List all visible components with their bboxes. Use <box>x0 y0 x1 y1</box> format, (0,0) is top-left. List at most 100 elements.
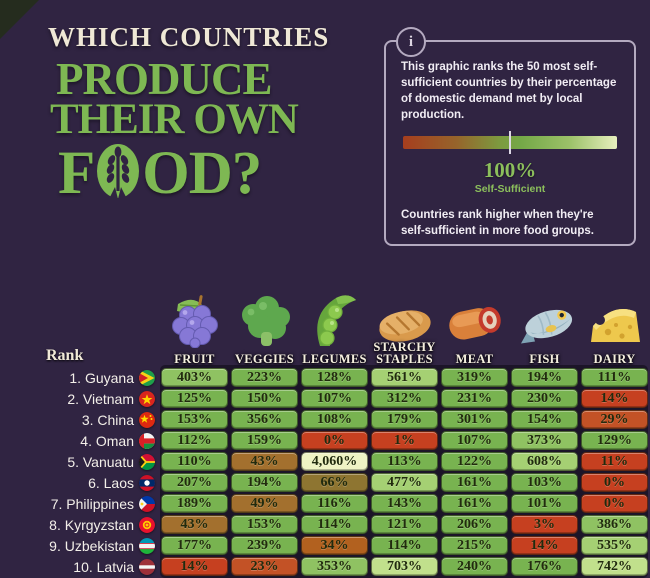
table-row-uzbekistan: 9. Uzbekistan 177% 239% 34% 114% 215% 14% 535% <box>30 536 648 555</box>
flag-oman-icon <box>139 432 155 449</box>
value-cell: 107% <box>441 431 508 450</box>
country-name: 2. Vietnam <box>67 390 134 407</box>
value-cell: 206% <box>441 515 508 534</box>
column-label: FISH <box>529 352 560 367</box>
flag-guyana-icon <box>139 369 155 386</box>
column-label: MEAT <box>455 352 494 367</box>
bread-icon <box>375 296 435 353</box>
value-cell: 4,060% <box>301 452 368 471</box>
country-name: 6. Laos <box>88 474 134 491</box>
value-cell: 108% <box>301 410 368 429</box>
column-header-fish: FISH <box>511 288 578 366</box>
column-header-legumes: LEGUMES <box>301 288 368 366</box>
country-label: 5. Vanuatu <box>30 452 158 471</box>
value-cell: 29% <box>581 410 648 429</box>
value-cell: 353% <box>301 557 368 576</box>
table-row-vietnam: 2. Vietnam 125% 150% 107% 312% 231% 230% 14% <box>30 389 648 408</box>
table-row-guyana: 1. Guyana 403% 223% 128% 561% 319% 194% 111% <box>30 368 648 387</box>
info-icon: i <box>396 27 426 57</box>
value-cell: 113% <box>371 452 438 471</box>
value-cell: 101% <box>511 494 578 513</box>
value-cell: 114% <box>371 536 438 555</box>
value-cell: 194% <box>231 473 298 492</box>
column-label: STARCHY STAPLES <box>373 339 436 367</box>
flag-latvia-icon <box>139 558 155 575</box>
country-name: 3. China <box>81 411 134 428</box>
info-box: i This graphic ranks the 50 most self-su… <box>384 27 636 246</box>
value-cell: 161% <box>441 473 508 492</box>
value-cell: 112% <box>161 431 228 450</box>
value-cell: 319% <box>441 368 508 387</box>
value-cell: 373% <box>511 431 578 450</box>
value-cell: 0% <box>581 473 648 492</box>
value-cell: 312% <box>371 389 438 408</box>
value-cell: 194% <box>511 368 578 387</box>
value-cell: 129% <box>581 431 648 450</box>
country-label: 4. Oman <box>30 431 158 450</box>
table-row-vanuatu: 5. Vanuatu 110% 43% 4,060% 113% 122% 608% 11% <box>30 452 648 471</box>
value-cell: 122% <box>441 452 508 471</box>
country-label: 10. Latvia <box>30 557 158 576</box>
value-cell: 49% <box>231 494 298 513</box>
value-cell: 110% <box>161 452 228 471</box>
flag-philippines-icon <box>139 495 155 512</box>
value-cell: 231% <box>441 389 508 408</box>
country-label: 3. China <box>30 410 158 429</box>
column-label: FRUIT <box>174 352 215 367</box>
column-label: LEGUMES <box>302 352 367 367</box>
country-name: 8. Kyrgyzstan <box>49 516 134 533</box>
value-cell: 14% <box>581 389 648 408</box>
value-cell: 742% <box>581 557 648 576</box>
value-cell: 3% <box>511 515 578 534</box>
table-row-kyrgyzstan: 8. Kyrgyzstan 43% 153% 114% 121% 206% 3% 386% <box>30 515 648 534</box>
value-cell: 116% <box>301 494 368 513</box>
value-cell: 703% <box>371 557 438 576</box>
value-cell: 386% <box>581 515 648 534</box>
country-label: 1. Guyana <box>30 368 158 387</box>
grapes-icon <box>166 294 224 353</box>
scale-value: 100% <box>483 158 537 183</box>
column-header-veggies: VEGGIES <box>231 288 298 366</box>
self-sufficiency-scale <box>403 131 617 155</box>
title-line-4-post: OD? <box>142 139 262 207</box>
value-cell: 153% <box>231 515 298 534</box>
value-cell: 153% <box>161 410 228 429</box>
value-cell: 14% <box>511 536 578 555</box>
value-cell: 43% <box>161 515 228 534</box>
value-cell: 154% <box>511 410 578 429</box>
title-line-4-pre: F <box>58 139 95 207</box>
country-label: 6. Laos <box>30 473 158 492</box>
value-cell: 0% <box>581 494 648 513</box>
value-cell: 207% <box>161 473 228 492</box>
value-cell: 114% <box>301 515 368 534</box>
value-cell: 608% <box>511 452 578 471</box>
country-name: 9. Uzbekistan <box>49 537 134 554</box>
value-cell: 103% <box>511 473 578 492</box>
value-cell: 43% <box>231 452 298 471</box>
column-header-meat: MEAT <box>441 288 508 366</box>
value-cell: 403% <box>161 368 228 387</box>
value-cell: 215% <box>441 536 508 555</box>
value-cell: 111% <box>581 368 648 387</box>
table-header-row: Rank FRUIT VEGGIES LEGUMES STARCHY STAPLES M… <box>30 288 648 366</box>
title-line-2: PRODUCE <box>56 54 273 104</box>
value-cell: 535% <box>581 536 648 555</box>
flag-vanuatu-icon <box>139 453 155 470</box>
value-cell: 230% <box>511 389 578 408</box>
table-row-philippines: 7. Philippines 189% 49% 116% 143% 161% 101% 0% <box>30 494 648 513</box>
flag-vietnam-icon <box>139 390 155 407</box>
country-name: 1. Guyana <box>69 369 134 386</box>
column-header-starchy-staples: STARCHY STAPLES <box>371 288 438 366</box>
value-cell: 301% <box>441 410 508 429</box>
value-cell: 0% <box>301 431 368 450</box>
country-name: 5. Vanuatu <box>67 453 134 470</box>
value-cell: 239% <box>231 536 298 555</box>
value-cell: 561% <box>371 368 438 387</box>
flag-china-icon <box>139 411 155 428</box>
column-label: DAIRY <box>593 352 636 367</box>
info-paragraph-2: Countries rank higher when they're self-… <box>401 209 594 238</box>
corner-leaf-decoration <box>0 0 41 41</box>
value-cell: 125% <box>161 389 228 408</box>
page-title: WHICH COUNTRIES PRODUCE THEIR OWN F <box>48 22 368 206</box>
value-cell: 128% <box>301 368 368 387</box>
